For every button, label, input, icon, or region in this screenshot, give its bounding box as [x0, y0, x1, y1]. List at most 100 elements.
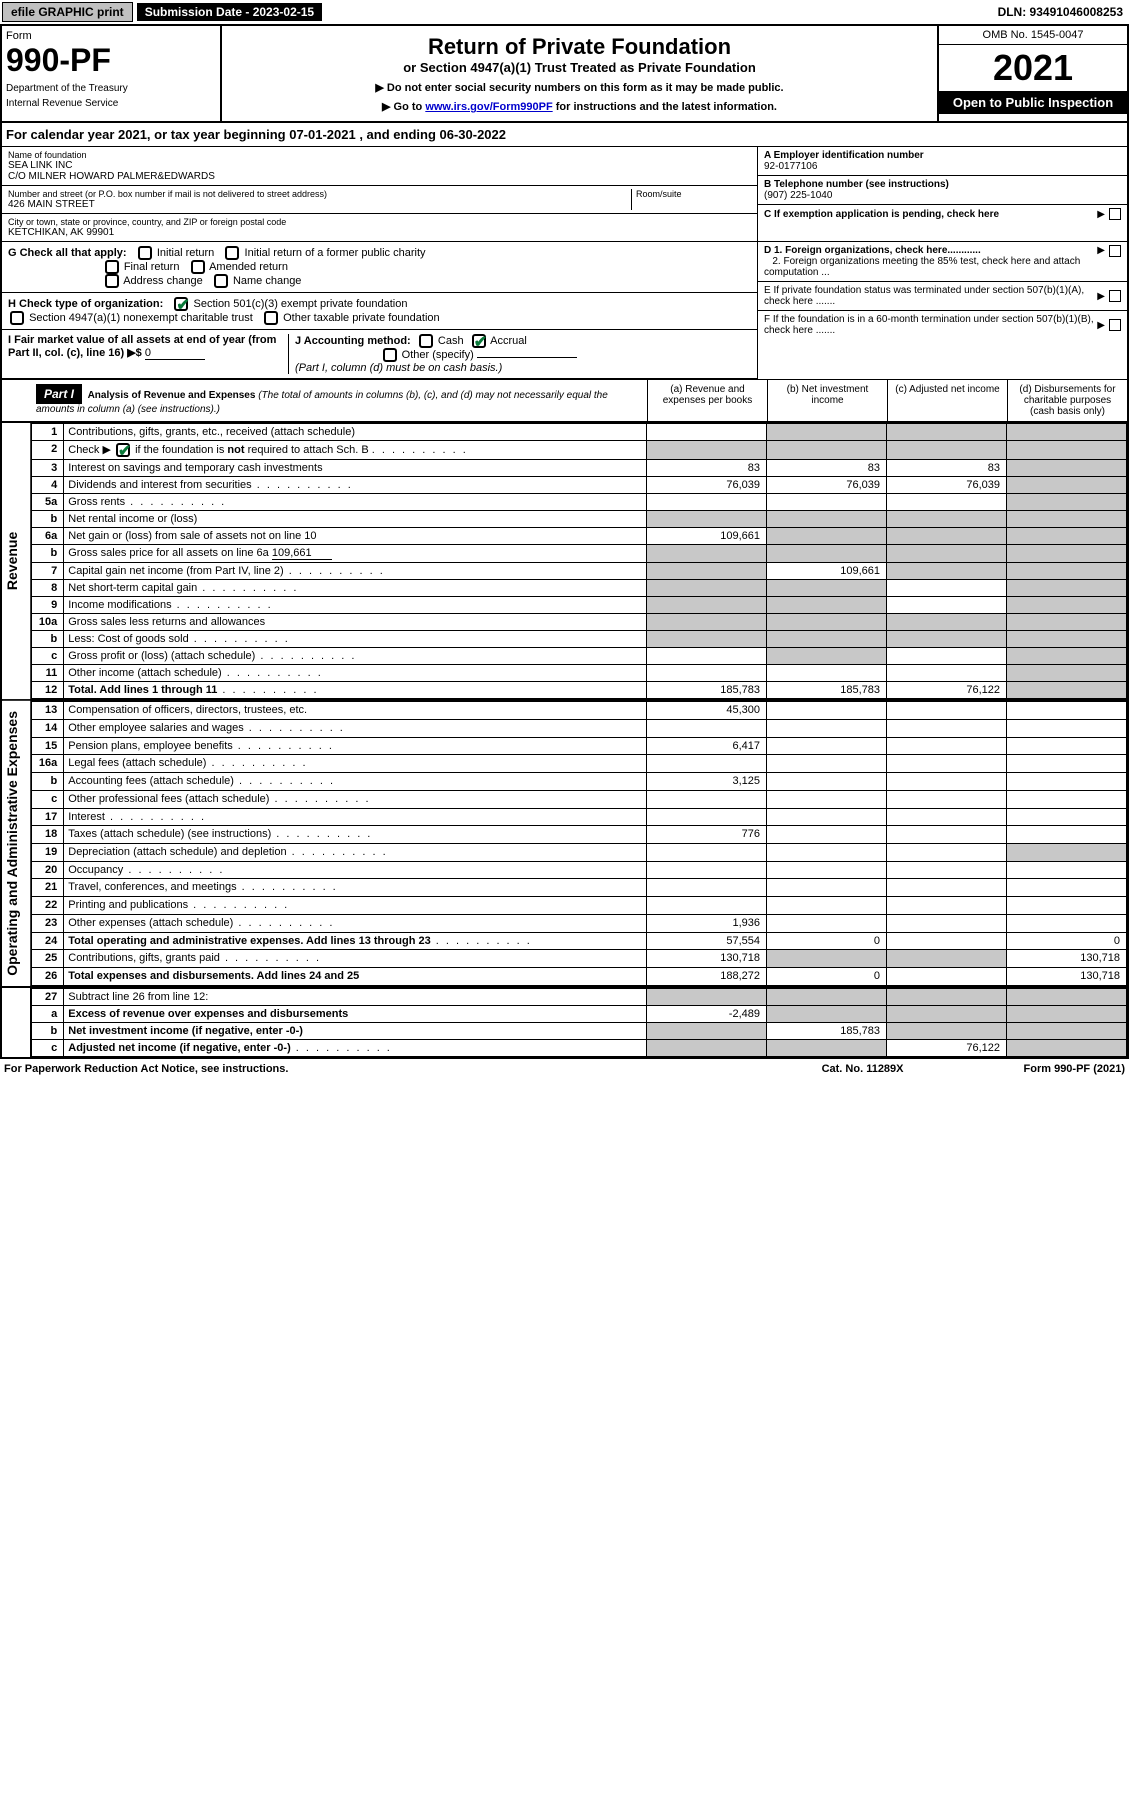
- part1-title: Analysis of Revenue and Expenses: [88, 390, 256, 401]
- dln: DLN: 93491046008253: [998, 5, 1127, 19]
- row-7: Capital gain net income (from Part IV, l…: [68, 565, 283, 577]
- amended-cb[interactable]: [191, 260, 205, 274]
- row-26: Total expenses and disbursements. Add li…: [68, 970, 359, 982]
- dept-treasury: Department of the Treasury: [6, 83, 216, 94]
- irs-link[interactable]: www.irs.gov/Form990PF: [425, 101, 552, 113]
- row-6b-val: 109,661: [272, 547, 332, 560]
- city-state-zip: KETCHIKAN, AK 99901: [8, 227, 751, 238]
- row-6b: Gross sales price for all assets on line…: [68, 547, 269, 559]
- accrual-lbl: Accrual: [490, 335, 527, 347]
- 501c3-lbl: Section 501(c)(3) exempt private foundat…: [193, 298, 407, 310]
- row-21: Travel, conferences, and meetings: [68, 881, 236, 893]
- j-label: J Accounting method:: [295, 335, 411, 347]
- form-footer: Form 990-PF (2021): [1024, 1063, 1125, 1075]
- row-27: Subtract line 26 from line 12:: [64, 988, 647, 1005]
- initial-return-lbl: Initial return: [157, 247, 214, 259]
- name-change-lbl: Name change: [233, 275, 302, 287]
- row-9: Income modifications: [68, 599, 171, 611]
- address-label: Number and street (or P.O. box number if…: [8, 189, 631, 199]
- 4947-lbl: Section 4947(a)(1) nonexempt charitable …: [29, 312, 253, 324]
- other-method-lbl: Other (specify): [402, 349, 474, 361]
- row-5a: Gross rents: [68, 496, 125, 508]
- phone-value: (907) 225-1040: [764, 190, 1121, 201]
- part1-header: Part I: [36, 384, 82, 404]
- form-number: 990-PF: [6, 42, 216, 79]
- open-public: Open to Public Inspection: [939, 91, 1127, 114]
- other-taxable-lbl: Other taxable private foundation: [283, 312, 440, 324]
- row-27a: Excess of revenue over expenses and disb…: [68, 1008, 348, 1020]
- row-5b: Net rental income or (loss): [64, 511, 647, 528]
- form-title: Return of Private Foundation: [230, 34, 929, 60]
- d1-label: D 1. Foreign organizations, check here..…: [764, 245, 981, 256]
- irs-label: Internal Revenue Service: [6, 98, 216, 109]
- row-2: Check ▶ if the foundation is not require…: [64, 441, 647, 460]
- form-id-block: Form 990-PF Department of the Treasury I…: [2, 26, 222, 121]
- amended-lbl: Amended return: [209, 261, 288, 273]
- row-27b: Net investment income (if negative, ente…: [68, 1025, 303, 1037]
- paperwork-notice: For Paperwork Reduction Act Notice, see …: [4, 1063, 288, 1075]
- omb-number: OMB No. 1545-0047: [939, 26, 1127, 45]
- ein-label: A Employer identification number: [764, 150, 1121, 161]
- f-label: F If the foundation is in a 60-month ter…: [764, 314, 1097, 336]
- initial-public-cb[interactable]: [225, 246, 239, 260]
- row-13: Compensation of officers, directors, tru…: [64, 702, 647, 720]
- tax-year: 2021: [939, 45, 1127, 91]
- submission-date: Submission Date - 2023-02-15: [137, 3, 322, 21]
- col-c-header: (c) Adjusted net income: [887, 380, 1007, 421]
- 501c3-cb[interactable]: [174, 297, 188, 311]
- accrual-cb[interactable]: [472, 334, 486, 348]
- exemption-pending-label: C If exemption application is pending, c…: [764, 209, 1097, 220]
- row-23: Other expenses (attach schedule): [68, 917, 233, 929]
- row-11: Other income (attach schedule): [68, 667, 221, 679]
- cat-no: Cat. No. 11289X: [822, 1063, 904, 1075]
- addr-change-cb[interactable]: [105, 274, 119, 288]
- final-return-lbl: Final return: [124, 261, 180, 273]
- e-label: E If private foundation status was termi…: [764, 285, 1097, 307]
- row-27c: Adjusted net income (if negative, enter …: [68, 1042, 290, 1054]
- row-16a: Legal fees (attach schedule): [68, 757, 206, 769]
- cash-lbl: Cash: [438, 335, 464, 347]
- name-change-cb[interactable]: [214, 274, 228, 288]
- name-label: Name of foundation: [8, 150, 751, 160]
- revenue-table: 1Contributions, gifts, grants, etc., rec…: [31, 423, 1127, 699]
- f-cb[interactable]: [1109, 319, 1121, 331]
- arrow-icon: ▶: [1097, 209, 1105, 220]
- schb-cb[interactable]: [116, 443, 130, 457]
- room-label: Room/suite: [636, 189, 751, 199]
- foundation-name-1: SEA LINK INC: [8, 160, 751, 171]
- ssn-warning: ▶ Do not enter social security numbers o…: [230, 81, 929, 94]
- summary-table: 27Subtract line 26 from line 12: aExcess…: [31, 988, 1127, 1057]
- phone-label: B Telephone number (see instructions): [764, 179, 1121, 190]
- cash-cb[interactable]: [419, 334, 433, 348]
- i-label: I Fair market value of all assets at end…: [8, 334, 276, 359]
- other-method-cb[interactable]: [383, 348, 397, 362]
- final-return-cb[interactable]: [105, 260, 119, 274]
- row-16c: Other professional fees (attach schedule…: [68, 793, 269, 805]
- e-cb[interactable]: [1109, 290, 1121, 302]
- row-24: Total operating and administrative expen…: [68, 935, 430, 947]
- goto-suffix: for instructions and the latest informat…: [553, 101, 777, 113]
- row-16b: Accounting fees (attach schedule): [68, 775, 234, 787]
- initial-return-cb[interactable]: [138, 246, 152, 260]
- row-12: Total. Add lines 1 through 11: [68, 684, 217, 696]
- efile-print-button[interactable]: efile GRAPHIC print: [2, 2, 133, 22]
- row-1: Contributions, gifts, grants, etc., rece…: [64, 424, 647, 441]
- addr-change-lbl: Address change: [123, 275, 203, 287]
- row-19: Depreciation (attach schedule) and deple…: [68, 846, 286, 858]
- j-note: (Part I, column (d) must be on cash basi…: [295, 362, 502, 374]
- expenses-side-label: Operating and Administrative Expenses: [2, 701, 30, 986]
- calendar-year-line: For calendar year 2021, or tax year begi…: [2, 123, 1127, 147]
- exemption-checkbox[interactable]: [1109, 208, 1121, 220]
- city-label: City or town, state or province, country…: [8, 217, 751, 227]
- fmv-value: 0: [145, 347, 205, 360]
- d2-label: 2. Foreign organizations meeting the 85%…: [764, 256, 1080, 278]
- 4947-cb[interactable]: [10, 311, 24, 325]
- row-10b: Less: Cost of goods sold: [68, 633, 188, 645]
- col-b-header: (b) Net investment income: [767, 380, 887, 421]
- ein-value: 92-0177106: [764, 161, 1121, 172]
- expenses-table: 13Compensation of officers, directors, t…: [31, 701, 1127, 986]
- other-taxable-cb[interactable]: [264, 311, 278, 325]
- d1-cb[interactable]: [1109, 245, 1121, 257]
- form-label: Form: [6, 30, 216, 42]
- col-a-header: (a) Revenue and expenses per books: [647, 380, 767, 421]
